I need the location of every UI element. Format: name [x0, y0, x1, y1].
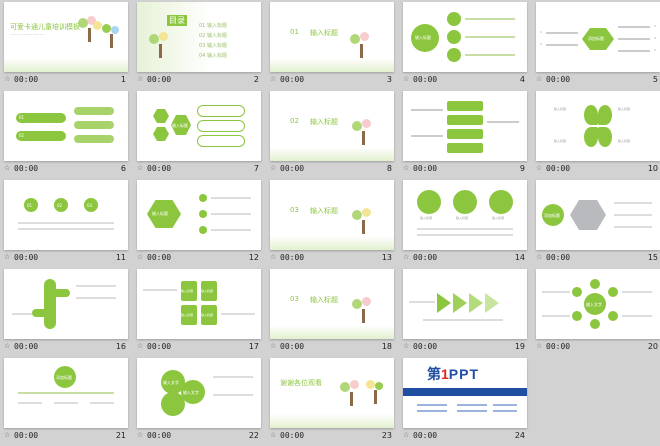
slide-10-canvas: 输入标题 输入标题 输入标题 输入标题: [536, 91, 660, 161]
slide-thumb-12[interactable]: 输入标题 ☆ 00:00 12: [136, 180, 262, 268]
slide-24-canvas: 第1PPT: [403, 358, 527, 428]
transition-icon[interactable]: ☆: [403, 253, 410, 261]
transition-icon[interactable]: ☆: [270, 164, 277, 172]
slide-thumb-5[interactable]: 添加标题 1 2 3 4 5 ☆ 00:00 5: [535, 2, 660, 90]
slide-thumb-14[interactable]: 输入标题 输入标题 输入标题 ☆ 00:00 14: [402, 180, 528, 268]
transition-icon[interactable]: ☆: [270, 75, 277, 83]
transition-icon[interactable]: ☆: [137, 253, 144, 261]
slide-13-canvas: 03 输入标题: [270, 180, 394, 250]
transition-icon[interactable]: ☆: [4, 253, 11, 261]
slide-11-canvas: 01 02 03: [4, 180, 128, 250]
transition-icon[interactable]: ☆: [403, 342, 410, 350]
tree-icon: [149, 32, 175, 62]
tree-icon: [350, 32, 376, 62]
slide-1-timing: 00:00: [14, 75, 39, 84]
transition-icon[interactable]: ☆: [4, 75, 11, 83]
slide-thumb-7[interactable]: 输入标题 ☆ 00:00 7: [136, 91, 262, 179]
tree-icon: [340, 380, 366, 410]
slide-1-subline: ———— ——— ————: [10, 32, 45, 36]
slide-14-canvas: 输入标题 输入标题 输入标题: [403, 180, 527, 250]
transition-icon[interactable]: ☆: [137, 164, 144, 172]
transition-icon[interactable]: ☆: [4, 342, 11, 350]
slide-22-canvas: 输入文字 输入文字: [137, 358, 261, 428]
slide-1-meta: ☆ 00:00 1: [4, 74, 128, 88]
transition-icon[interactable]: ☆: [270, 253, 277, 261]
slide-16-canvas: [4, 269, 128, 339]
slide-21-canvas: 添加标题: [4, 358, 128, 428]
tree-icon: [352, 208, 378, 238]
slide-1-number: 1: [120, 75, 126, 84]
transition-icon[interactable]: ☆: [137, 75, 144, 83]
slide-thumb-6[interactable]: 01 02 ☆ 00:00 6: [3, 91, 129, 179]
transition-icon[interactable]: ☆: [137, 431, 144, 439]
slide-4-canvas: 输入标题: [403, 2, 527, 72]
slide-15-canvas: 添加标题: [536, 180, 660, 250]
transition-icon[interactable]: ☆: [536, 164, 543, 172]
slide-1-title: 可爱卡通儿童培训模板: [10, 23, 80, 31]
slide-thumb-16[interactable]: ☆ 00:00 16: [3, 269, 129, 357]
toc-title: 目录: [167, 15, 187, 26]
slide-thumb-2[interactable]: 目录 01 输入标题 02 输入标题 03 输入标题 04 输入标题 ☆ 00:…: [136, 2, 262, 90]
slide-thumb-10[interactable]: 输入标题 输入标题 输入标题 输入标题 ☆ 00:00 10: [535, 91, 660, 179]
slide-thumb-22[interactable]: 输入文字 输入文字 ☆ 00:00 22: [136, 358, 262, 446]
slide-23-canvas: 谢谢各位观看: [270, 358, 394, 428]
slide-thumb-19[interactable]: ☆ 00:00 19: [402, 269, 528, 357]
transition-icon[interactable]: ☆: [536, 253, 543, 261]
slide-9-canvas: [403, 91, 527, 161]
tree-icon: [364, 378, 390, 408]
transition-icon[interactable]: ☆: [270, 431, 277, 439]
slide-thumb-24[interactable]: 第1PPT ☆ 00:00 24: [402, 358, 528, 446]
slide-thumb-9[interactable]: ☆ 00:00 9: [402, 91, 528, 179]
slide-thumb-20[interactable]: 输入文字 ☆ 00:00 20: [535, 269, 660, 357]
transition-icon[interactable]: ☆: [137, 342, 144, 350]
tree-icon: [100, 22, 126, 52]
slide-17-canvas: 输入标题 输入标题 输入标题 输入标题: [137, 269, 261, 339]
slide-8-canvas: 02 输入标题: [270, 91, 394, 161]
slide-12-canvas: 输入标题: [137, 180, 261, 250]
slide-6-canvas: 01 02: [4, 91, 128, 161]
slide-20-canvas: 输入文字: [536, 269, 660, 339]
slide-18-canvas: 03 输入标题: [270, 269, 394, 339]
transition-icon[interactable]: ☆: [403, 431, 410, 439]
slide-1-canvas: 可爱卡通儿童培训模板 ———— ——— ————: [4, 2, 128, 72]
transition-icon[interactable]: ☆: [403, 164, 410, 172]
slide-thumb-23[interactable]: 谢谢各位观看 ☆ 00:00 23: [269, 358, 395, 446]
slide-5-canvas: 添加标题 1 2 3 4 5: [536, 2, 660, 72]
transition-icon[interactable]: ☆: [4, 164, 11, 172]
transition-icon[interactable]: ☆: [4, 431, 11, 439]
slide-thumb-17[interactable]: 输入标题 输入标题 输入标题 输入标题 ☆ 00:00 17: [136, 269, 262, 357]
slide-thumb-11[interactable]: 01 02 03 ☆ 00:00 11: [3, 180, 129, 268]
slide-thumb-8[interactable]: 02 输入标题 ☆ 00:00 8: [269, 91, 395, 179]
slide-thumb-1[interactable]: 可爱卡通儿童培训模板 ———— ——— ———— ☆ 00:00 1: [3, 2, 129, 90]
slide-23-title: 谢谢各位观看: [280, 379, 322, 387]
transition-icon[interactable]: ☆: [536, 75, 543, 83]
slide-thumb-18[interactable]: 03 输入标题 ☆ 00:00 18: [269, 269, 395, 357]
brand-logo: 第1PPT: [427, 366, 480, 382]
slide-thumb-13[interactable]: 03 输入标题 ☆ 00:00 13: [269, 180, 395, 268]
slide-2-canvas: 目录 01 输入标题 02 输入标题 03 输入标题 04 输入标题: [137, 2, 261, 72]
tree-icon: [352, 119, 378, 149]
slide-thumb-21[interactable]: 添加标题 ☆ 00:00 21: [3, 358, 129, 446]
tree-icon: [78, 16, 104, 46]
slide-19-canvas: [403, 269, 527, 339]
slide-7-canvas: 输入标题: [137, 91, 261, 161]
tree-icon: [352, 297, 378, 327]
slide-thumb-4[interactable]: 输入标题 ☆ 00:00 4: [402, 2, 528, 90]
transition-icon[interactable]: ☆: [403, 75, 410, 83]
slide-3-canvas: 01 输入标题: [270, 2, 394, 72]
slide-thumb-3[interactable]: 01 输入标题 ☆ 00:00 3: [269, 2, 395, 90]
slide-thumb-15[interactable]: 添加标题 ☆ 00:00 15: [535, 180, 660, 268]
transition-icon[interactable]: ☆: [536, 342, 543, 350]
transition-icon[interactable]: ☆: [270, 342, 277, 350]
